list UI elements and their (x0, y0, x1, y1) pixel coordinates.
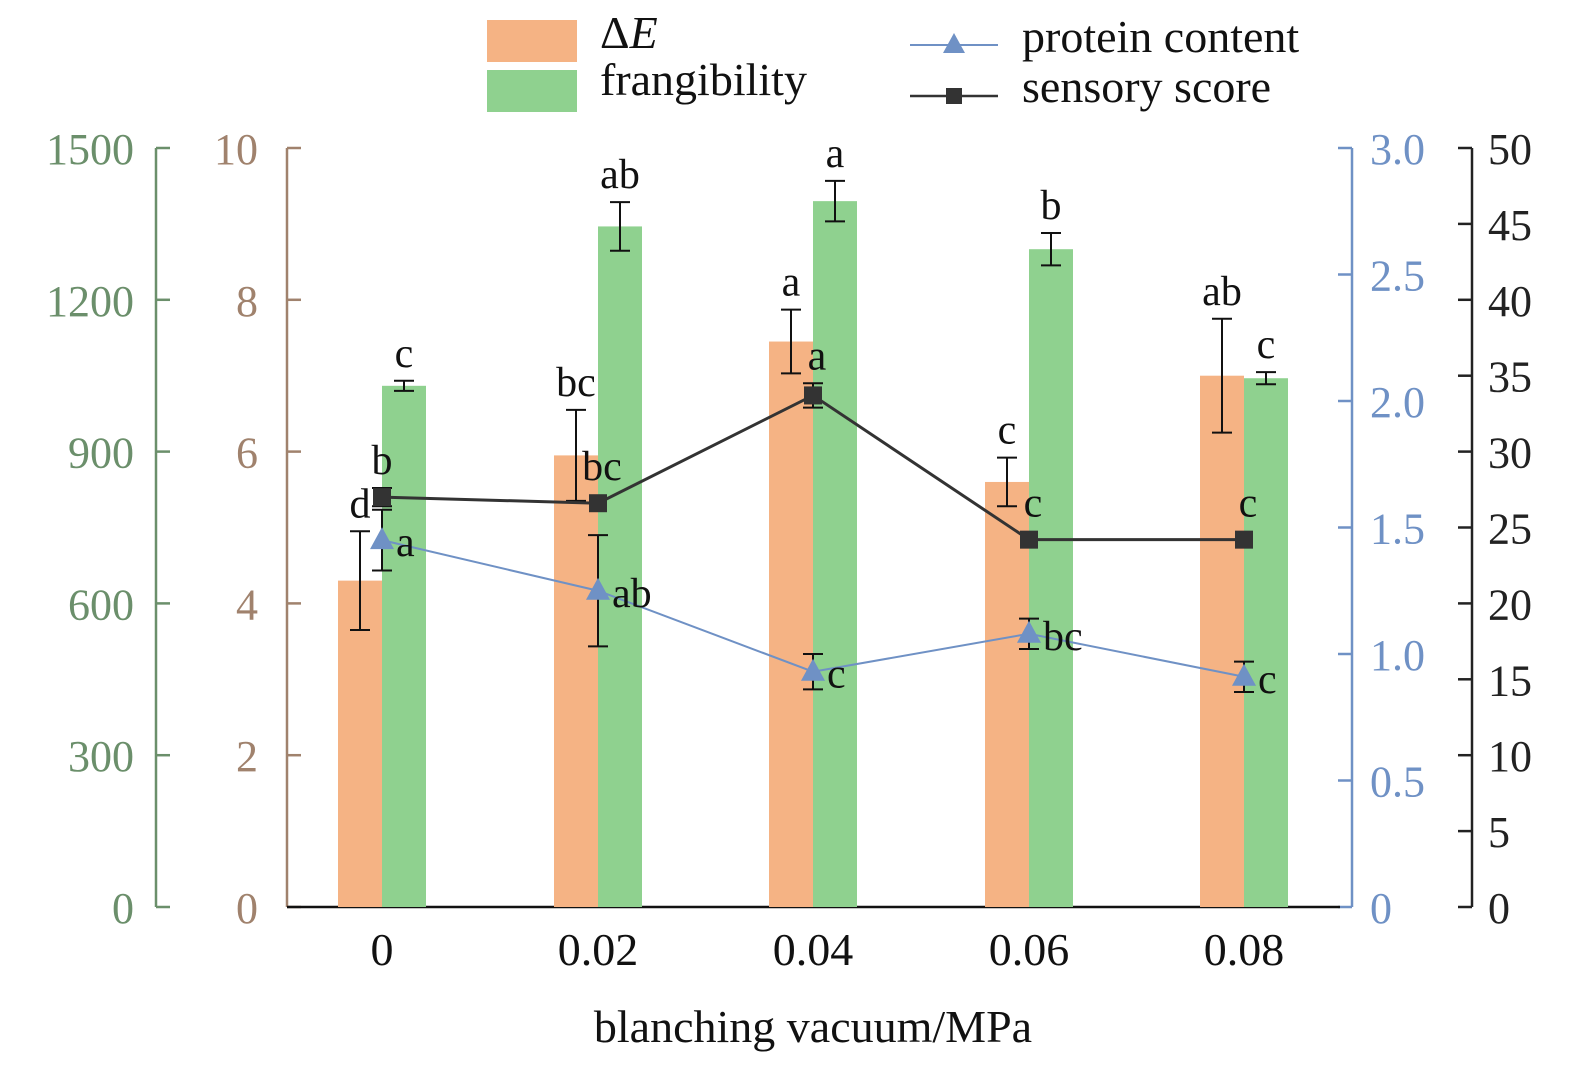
tick-label-sensory: 25 (1488, 505, 1532, 554)
x-tick-label: 0.04 (773, 924, 854, 975)
lines (370, 382, 1256, 693)
point-protein (1017, 620, 1041, 643)
sig-label-sensory: a (808, 333, 827, 379)
tick-label-protein: 2.5 (1370, 252, 1425, 301)
legend-swatch-delta-e (487, 20, 577, 62)
tick-label-sensory: 0 (1488, 884, 1510, 933)
x-tick-label: 0.08 (1204, 924, 1285, 975)
x-axis-label: blanching vacuum/MPa (594, 1001, 1032, 1052)
sig-label-sensory: c (1239, 481, 1258, 527)
tick-label-protein: 0 (1370, 884, 1392, 933)
sig-label-sensory: c (1024, 481, 1043, 527)
sig-label-delta_e: d (350, 481, 371, 527)
tick-label-sensory: 5 (1488, 808, 1510, 857)
legend-swatch-frangibility (487, 70, 577, 112)
tick-label-protein: 1.5 (1370, 505, 1425, 554)
sig-label-protein: ab (612, 571, 652, 617)
error-bar-frangibility (610, 201, 630, 252)
tick-label-frangibility: 1500 (46, 125, 134, 174)
tick-label-sensory: 40 (1488, 277, 1532, 326)
tick-label-sensory: 20 (1488, 580, 1532, 629)
sig-label-delta_e: c (998, 408, 1017, 454)
point-sensory (373, 488, 391, 507)
bar-frangibility (382, 385, 426, 907)
tick-label-protein: 2.0 (1370, 378, 1425, 427)
tick-label-delta_e: 8 (236, 277, 258, 326)
sig-label-protein: c (827, 652, 846, 698)
bar-frangibility (813, 201, 857, 907)
tick-label-delta_e: 10 (214, 125, 258, 174)
sig-label-delta_e: ab (1202, 269, 1242, 315)
bars (338, 179, 1288, 908)
legend-label-sensory: sensory score (1022, 61, 1271, 112)
tick-label-sensory: 50 (1488, 125, 1532, 174)
tick-label-protein: 3.0 (1370, 125, 1425, 174)
axes: 030060090012001500024681000.51.01.52.02.… (46, 125, 1532, 975)
legend-marker-sensory (946, 88, 962, 104)
sig-label-frangibility: a (826, 131, 845, 177)
tick-label-delta_e: 2 (236, 732, 258, 781)
sig-label-delta_e: bc (556, 360, 596, 406)
sig-label-protein: bc (1043, 614, 1083, 660)
tick-label-delta_e: 0 (236, 884, 258, 933)
bar-frangibility (598, 226, 642, 907)
sig-label-protein: a (396, 520, 415, 566)
tick-label-frangibility: 900 (68, 429, 134, 478)
tick-label-protein: 0.5 (1370, 758, 1425, 807)
point-sensory (1235, 530, 1253, 549)
legend-marker-protein (943, 33, 965, 53)
sig-label-frangibility: c (1257, 322, 1276, 368)
error-bar-delta_e (997, 456, 1017, 508)
tick-label-protein: 1.0 (1370, 631, 1425, 680)
error-bar-frangibility (1256, 371, 1276, 386)
legend-label-frangibility: frangibility (600, 54, 807, 105)
sig-label-sensory: bc (582, 444, 622, 490)
point-protein (801, 658, 825, 681)
point-protein (586, 577, 610, 600)
bar-delta_e (1200, 375, 1244, 907)
x-tick-label: 0.02 (558, 924, 639, 975)
point-sensory (1020, 530, 1038, 549)
bar-delta_e (985, 481, 1029, 907)
point-sensory (804, 386, 822, 405)
bar-frangibility (1029, 249, 1073, 907)
tick-label-sensory: 15 (1488, 656, 1532, 705)
tick-label-sensory: 45 (1488, 201, 1532, 250)
tick-label-delta_e: 4 (236, 580, 258, 629)
tick-label-frangibility: 600 (68, 580, 134, 629)
legend-label-delta-e: ΔE (600, 7, 658, 58)
sig-label-protein: c (1258, 657, 1277, 703)
sig-label-delta_e: a (782, 260, 801, 306)
point-protein (370, 527, 394, 550)
sig-label-frangibility: b (1041, 183, 1062, 229)
sig-label-frangibility: ab (600, 152, 640, 198)
legend: ΔE frangibility protein content sensory … (487, 7, 1299, 112)
legend-label-protein: protein content (1022, 11, 1299, 62)
tick-label-sensory: 35 (1488, 353, 1532, 402)
bar-delta_e (338, 580, 382, 907)
tick-label-frangibility: 1200 (46, 277, 134, 326)
error-bar-frangibility (394, 379, 414, 392)
error-bar-delta_e (781, 308, 801, 375)
sig-label-sensory: b (372, 438, 393, 484)
x-tick-label: 0 (371, 924, 394, 975)
bar-delta_e (769, 341, 813, 907)
tick-label-frangibility: 300 (68, 732, 134, 781)
error-bar-delta_e (350, 530, 370, 631)
error-bar-frangibility (825, 179, 845, 223)
tick-label-sensory: 30 (1488, 429, 1532, 478)
bar-frangibility (1244, 378, 1288, 908)
point-protein (1232, 663, 1256, 686)
error-bar-frangibility (1041, 232, 1061, 267)
tick-label-delta_e: 6 (236, 429, 258, 478)
error-bar-delta_e (1212, 317, 1232, 434)
point-sensory (589, 494, 607, 513)
sig-label-frangibility: c (395, 331, 414, 377)
x-tick-label: 0.06 (989, 924, 1070, 975)
bar-delta_e (554, 455, 598, 907)
tick-label-sensory: 10 (1488, 732, 1532, 781)
tick-label-frangibility: 0 (112, 884, 134, 933)
